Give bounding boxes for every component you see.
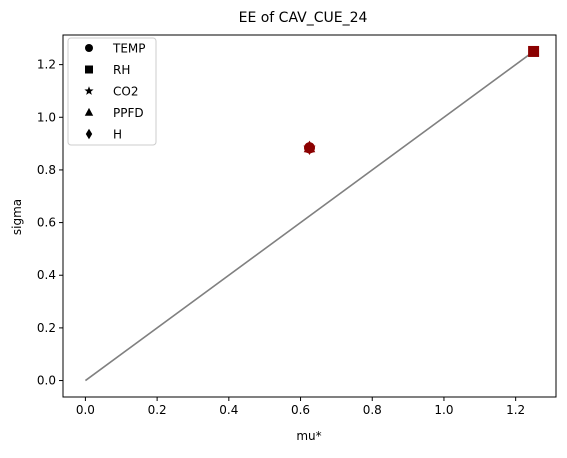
x-tick-label: 1.0	[434, 403, 453, 417]
x-tick-label: 0.0	[76, 403, 95, 417]
y-tick-label: 1.0	[37, 110, 56, 124]
x-tick-label: 0.4	[219, 403, 238, 417]
x-tick-label: 0.8	[363, 403, 382, 417]
y-tick-label: 0.2	[37, 321, 56, 335]
legend-label-temp: TEMP	[112, 42, 146, 56]
y-tick-label: 0.0	[37, 374, 56, 388]
legend-label-rh: RH	[113, 63, 130, 77]
y-axis: 0.0 0.2 0.4 0.6 0.8 1.0 1.2	[37, 58, 63, 388]
legend-marker-temp	[85, 44, 93, 52]
legend-marker-h	[85, 128, 93, 140]
y-tick-label: 0.4	[37, 268, 56, 282]
legend: TEMP RH CO2 PPFD H	[67, 37, 157, 146]
y-axis-label: sigma	[10, 199, 24, 235]
reference-line	[84, 50, 535, 382]
chart-title: EE of CAV_CUE_24	[239, 10, 368, 26]
plot-frame	[62, 34, 557, 398]
y-tick-label: 0.6	[37, 216, 56, 230]
legend-marker-co2	[84, 86, 94, 95]
y-tick-label: 1.2	[37, 58, 56, 72]
x-tick-label: 1.2	[506, 403, 525, 417]
x-tick-label: 0.2	[148, 403, 167, 417]
x-axis: 0.0 0.2 0.4 0.6 0.8 1.0 1.2	[76, 397, 525, 417]
legend-marker-rh	[85, 65, 93, 74]
data-point-rh	[528, 45, 540, 57]
x-tick-label: 0.6	[291, 403, 310, 417]
legend-marker-ppfd	[84, 107, 94, 116]
legend-box	[67, 37, 157, 146]
plot-area	[84, 45, 540, 382]
y-tick-label: 0.8	[37, 163, 56, 177]
legend-label-co2: CO2	[113, 85, 138, 99]
x-axis-label: mu*	[296, 429, 321, 443]
legend-label-ppfd: PPFD	[113, 106, 144, 120]
legend-label-h: H	[113, 128, 122, 142]
data-point-h	[305, 140, 314, 155]
